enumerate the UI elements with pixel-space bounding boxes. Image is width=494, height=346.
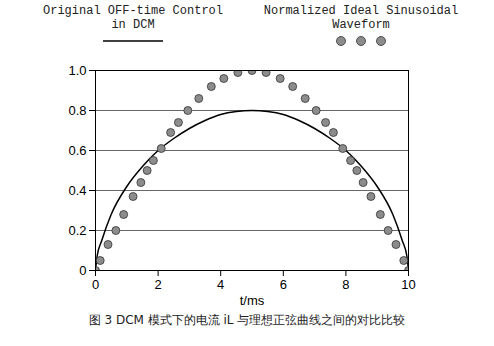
svg-text:0.4: 0.4 — [68, 183, 86, 198]
html-text:Normalized Ideal Sinusoidal Wa: Normalized Ideal Sinusoidal Waveform — [263, 4, 459, 32]
svg-text:6: 6 — [280, 277, 287, 292]
svg-text:0.8: 0.8 — [68, 103, 86, 118]
svg-text:t/ms: t/ms — [240, 293, 265, 308]
svg-text:0.2: 0.2 — [68, 223, 86, 238]
svg-text:4: 4 — [217, 277, 224, 292]
svg-text:8: 8 — [342, 277, 349, 292]
svg-text:1.0: 1.0 — [68, 63, 86, 78]
svg-text:0: 0 — [92, 277, 99, 292]
html-text:图 3 DCM 模式下的电流 iL 与理想正弦曲线之间的对比: 图 3 DCM 模式下的电流 iL 与理想正弦曲线之间的对比比较 — [88, 313, 406, 327]
html-text:Original OFF-time Control in D: Original OFF-time Control in DCM — [43, 4, 223, 32]
svg-text:0: 0 — [79, 263, 86, 278]
svg-text:2: 2 — [154, 277, 161, 292]
svg-text:0.6: 0.6 — [68, 143, 86, 158]
svg-text:10: 10 — [401, 277, 415, 292]
